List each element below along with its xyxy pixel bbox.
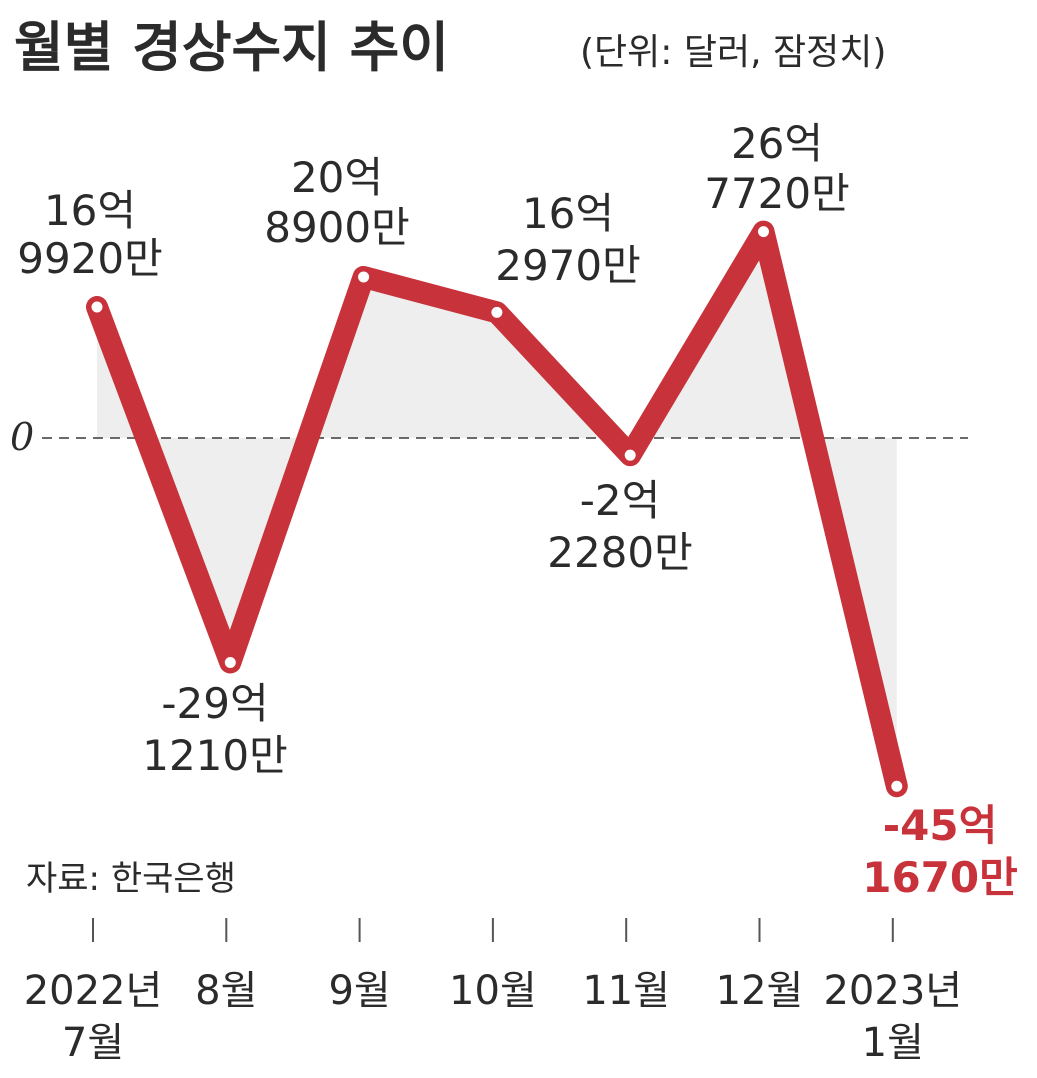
value-label-4-line-2: 2970만 [495,241,641,290]
x-label-1-line-2: 7월 [62,1020,124,1066]
data-point-5 [621,446,639,464]
x-label-3: 9월 [328,968,390,1014]
x-tick-layer [92,918,894,942]
x-label-6: 12월 [716,968,804,1014]
chart-unit-note: (단위: 달러, 잠정치) [580,32,886,73]
area-fill [97,231,897,787]
data-point-3 [355,268,373,286]
value-label-2-line-1: -29억 [161,679,268,728]
value-label-2-line-2: 1210만 [142,731,288,780]
chart-title: 월별 경상수지 추이 [14,16,449,79]
value-label-2: -29억 1210만 [142,679,288,780]
value-label-3-line-1: 20억 [291,153,383,202]
data-point-7 [888,777,906,795]
value-label-7-line-1: -45억 [883,801,998,850]
value-label-6: 26억 7720만 [704,119,850,218]
x-label-5-line-1: 11월 [582,968,670,1014]
x-label-7: 2023년 1월 [823,968,962,1066]
x-label-4-line-1: 10월 [449,968,537,1014]
x-label-4: 10월 [449,968,537,1014]
value-label-5-line-2: 2280만 [547,528,693,577]
x-label-2-line-1: 8월 [195,968,257,1014]
value-label-6-line-2: 7720만 [704,169,850,218]
data-point-4 [488,303,506,321]
data-point-1 [88,298,106,316]
value-label-1-line-2: 9920만 [17,234,163,283]
value-label-5-line-1: -2억 [580,476,661,525]
data-point-2 [221,654,239,672]
x-label-7-line-2: 1월 [862,1020,924,1066]
x-label-5: 11월 [582,968,670,1014]
data-point-layer [88,223,906,795]
value-label-3: 20억 8900만 [264,153,410,252]
source-note: 자료: 한국은행 [26,859,236,899]
area-fill-layer [97,231,897,787]
x-label-7-line-1: 2023년 [823,968,962,1014]
data-point-6 [755,223,772,241]
x-label-layer: 2022년 7월 8월 9월 10월 11월 12월 2023년 1월 [24,968,962,1066]
x-label-1-line-1: 2022년 [24,968,163,1014]
value-label-7-line-2: 1670만 [862,853,1018,902]
value-label-5: -2억 2280만 [547,476,693,577]
zero-axis-label: 0 [10,415,34,459]
x-label-6-line-1: 12월 [716,968,804,1014]
value-label-4-line-1: 16억 [522,189,614,238]
x-label-1: 2022년 7월 [24,968,163,1066]
x-label-2: 8월 [195,968,257,1014]
value-label-1: 16억 9920만 [17,186,163,283]
value-label-4: 16억 2970만 [495,189,641,290]
value-label-6-line-1: 26억 [731,119,823,168]
value-label-7: -45억 1670만 [862,801,1018,902]
x-label-3-line-1: 9월 [328,968,390,1014]
value-label-3-line-2: 8900만 [264,203,410,252]
value-label-1-line-1: 16억 [44,186,136,235]
